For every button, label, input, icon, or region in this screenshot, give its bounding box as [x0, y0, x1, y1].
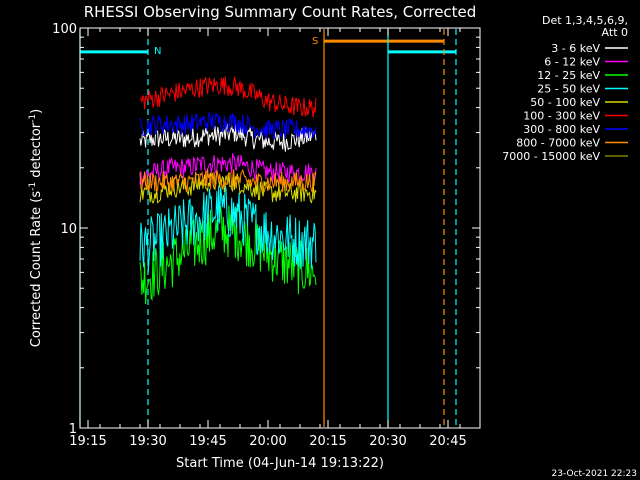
y-tick-label: 100 — [52, 22, 77, 37]
x-tick-label: 20:00 — [249, 434, 286, 449]
x-tick-label: 20:15 — [309, 434, 346, 449]
legend-label: 100 - 300 keV — [523, 110, 600, 123]
y-tick-label: 10 — [60, 222, 77, 237]
legend-label: 7000 - 15000 keV — [502, 150, 600, 163]
footer-timestamp: 23-Oct-2021 22:23 — [552, 469, 637, 479]
series-line — [139, 184, 317, 272]
y-axis-label-part: Corrected Count Rate (s — [29, 191, 44, 348]
series-line — [139, 75, 317, 118]
series-line — [139, 123, 317, 152]
series-line — [139, 205, 317, 305]
y-axis-label-part: ) — [29, 109, 44, 114]
legend-label: 800 - 7000 keV — [516, 137, 600, 150]
series-line — [139, 153, 317, 187]
x-tick-label: 19:45 — [189, 434, 226, 449]
legend-label: 50 - 100 keV — [530, 96, 600, 109]
axes-layer: 19:15 19:30 19:45 20:00 20:15 20:30 20:45 1 10 10… — [52, 22, 481, 449]
y-axis-label-part: detector — [29, 122, 44, 182]
x-tick-label: 20:45 — [429, 434, 466, 449]
x-tick-label: 19:30 — [129, 434, 166, 449]
legend-header: Att 0 — [602, 26, 628, 39]
y-axis-label-part: -1 — [28, 114, 38, 123]
series-line — [139, 168, 317, 193]
marker-label: N — [154, 46, 161, 57]
x-axis-label: Start Time (04-Jun-14 19:13:22) — [176, 456, 384, 471]
chart-title: RHESSI Observing Summary Count Rates, Co… — [84, 3, 477, 21]
legend-header: Det 1,3,4,5,6,9, — [542, 14, 628, 27]
legend-label: 25 - 50 keV — [537, 83, 600, 96]
legend-label: 3 - 6 keV — [551, 42, 600, 55]
plot-area: NS 19:15 19:30 19:45 20:00 20:15 20:30 20:4511… — [52, 22, 481, 449]
x-tick-label: 19:15 — [69, 434, 106, 449]
series-line — [139, 111, 317, 140]
x-tick-label: 20:30 — [369, 434, 406, 449]
y-axis-label-part: -1 — [28, 182, 38, 191]
y-tick-label: 1 — [69, 422, 77, 437]
legend-label: 6 - 12 keV — [544, 56, 600, 69]
series-layer — [139, 75, 317, 305]
legend-label: 300 - 800 keV — [523, 123, 600, 136]
y-axis-label: Corrected Count Rate (s-1 detector-1) — [28, 109, 44, 347]
markers-layer: NS — [79, 29, 457, 427]
legend-label: 12 - 25 keV — [537, 69, 600, 82]
marker-label: S — [312, 36, 318, 47]
